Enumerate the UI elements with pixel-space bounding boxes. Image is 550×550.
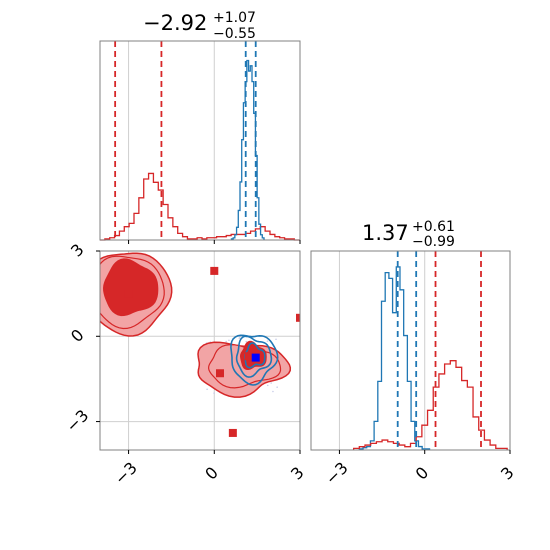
sample-dot <box>276 386 278 388</box>
sample-dot <box>239 336 241 338</box>
title-param2-value: 1.37 <box>362 221 409 245</box>
tick-label-x-2d: 0 <box>201 463 222 484</box>
title-param1: −2.92 +1.07 −0.55 <box>143 10 256 42</box>
tick-label-x-hist2: 0 <box>412 463 433 484</box>
title-param1-value: −2.92 <box>143 11 207 35</box>
blue-contour-outer <box>230 334 279 386</box>
sample-dot <box>275 338 277 341</box>
blue-contour-mid <box>235 335 273 378</box>
title-param1-plus: +1.07 <box>213 10 256 26</box>
tick-label-y-2d: −3 <box>62 406 92 436</box>
blue-marker-point <box>251 353 260 362</box>
tick-label-x-2d: −3 <box>111 458 141 488</box>
sample-dot <box>213 392 215 394</box>
tick-label-y-2d: 0 <box>67 325 88 346</box>
red-marker-point <box>124 289 133 298</box>
sample-dot <box>272 390 274 393</box>
sample-dot <box>270 382 272 384</box>
panel-hist-param2 <box>310 250 511 454</box>
panel-frame <box>99 250 301 451</box>
tick-label-y-2d: 3 <box>67 240 88 261</box>
tick-label-x-2d: 3 <box>287 463 308 484</box>
sample-dot <box>228 339 230 342</box>
sample-dot <box>245 340 248 343</box>
hist2-blue-series <box>358 266 431 450</box>
panel-2d-scatter <box>96 250 301 454</box>
hist2-red-series <box>352 360 508 450</box>
red-marker-point <box>296 313 300 322</box>
hist1-blue-series <box>230 59 265 240</box>
panel-hist-param1 <box>99 40 301 244</box>
sample-dot <box>266 340 269 342</box>
red-marker-point <box>244 352 253 361</box>
panel-frame <box>310 250 511 451</box>
red-marker-point <box>216 369 224 378</box>
title-param1-minus: −0.55 <box>213 26 256 42</box>
title-param2: 1.37 +0.61 −0.99 <box>362 219 455 250</box>
sample-dot <box>206 388 208 391</box>
tick-label-x-hist2: −3 <box>322 458 352 488</box>
sample-dot <box>266 384 269 387</box>
red-marker-point <box>210 266 219 275</box>
sample-dot <box>97 301 99 303</box>
sample-dot <box>98 312 100 314</box>
title-param2-minus: −0.99 <box>412 234 455 250</box>
sample-dot <box>225 340 227 343</box>
panel-frame <box>99 40 301 241</box>
contour-group <box>97 252 300 437</box>
red-contour-inner <box>102 258 159 317</box>
sample-dot <box>238 337 241 339</box>
red-marker-point <box>228 428 237 437</box>
hist1-red-series <box>100 172 300 241</box>
title-param2-plus: +0.61 <box>412 219 455 235</box>
tick-label-x-hist2: 3 <box>497 463 518 484</box>
